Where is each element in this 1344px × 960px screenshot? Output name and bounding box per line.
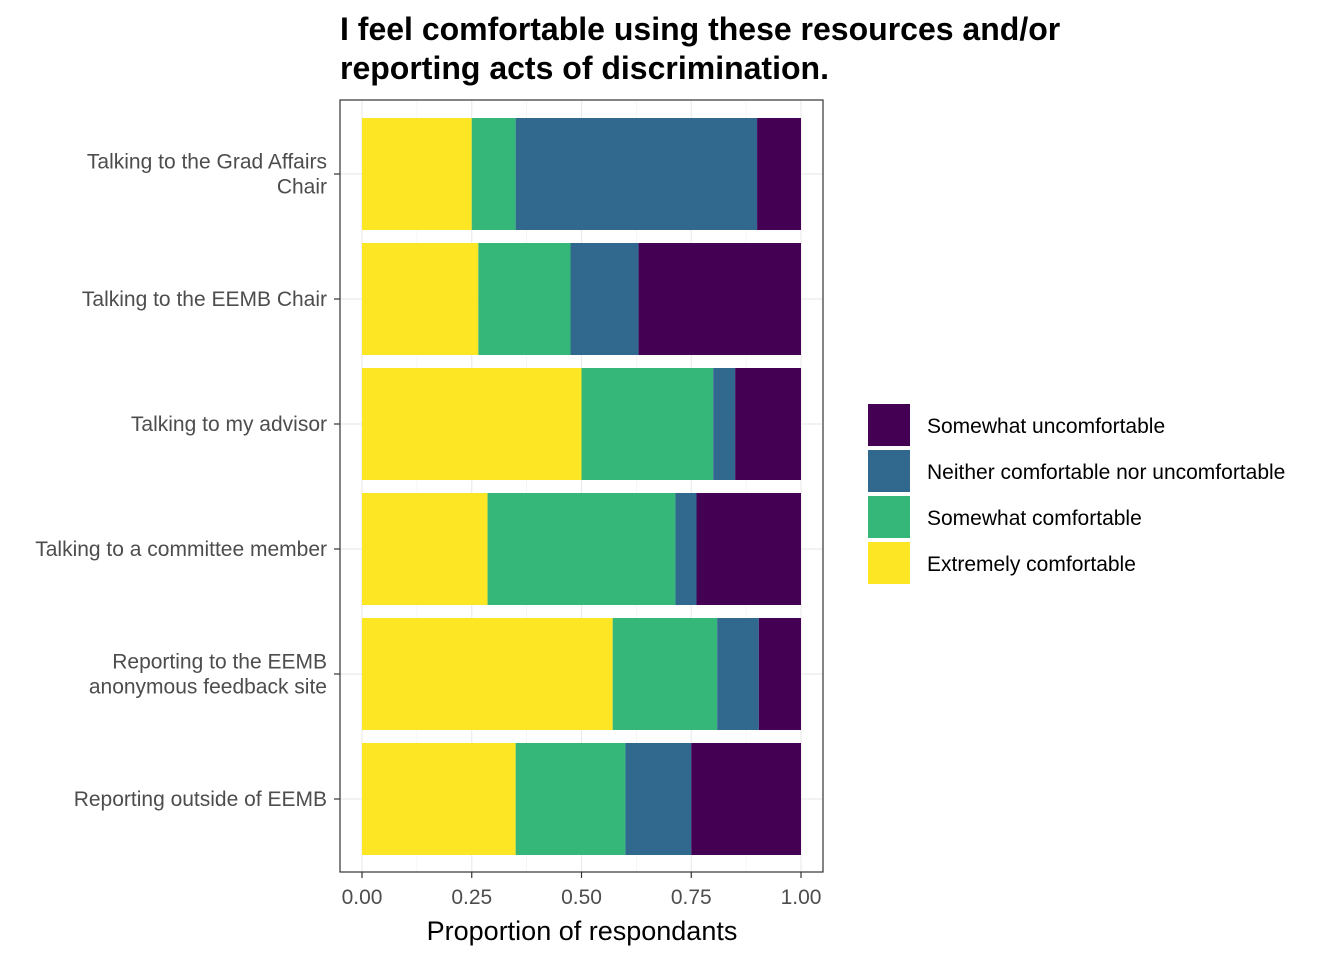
y-tick-label-line: Talking to the Grad Affairs	[87, 151, 327, 174]
bar-segment-somewhat-comfortable	[478, 243, 571, 355]
bars	[362, 118, 801, 855]
y-axis: Talking to the Grad Affairs ChairTalking …	[35, 151, 340, 811]
x-tick-label: 0.25	[451, 886, 492, 909]
bar-segment-somewhat-uncomfortable	[638, 243, 801, 355]
bar-segment-somewhat-uncomfortable	[696, 493, 801, 605]
bar-segment-extremely-comfortable	[362, 743, 516, 855]
bar-segment-somewhat-comfortable	[487, 493, 676, 605]
bar-segment-somewhat-comfortable	[612, 618, 718, 730]
chart-title: I feel comfortable using these resources…	[340, 11, 1069, 86]
x-tick-label: 0.50	[561, 886, 602, 909]
bar-segment-neither-comfortable-nor-uncomfortable	[570, 243, 639, 355]
y-tick-label-line: Chair	[277, 176, 327, 199]
y-tick-label: Talking to the Grad Affairs Chair	[87, 151, 327, 199]
bar-segment-extremely-comfortable	[362, 618, 613, 730]
legend-label-neither-comfortable-nor-uncomfortable: Neither comfortable nor uncomfortable	[927, 461, 1285, 484]
y-tick-label-line: Talking to my advisor	[131, 413, 327, 436]
x-tick-label: 0.00	[342, 886, 383, 909]
y-tick-label-line: Reporting to the EEMB	[112, 651, 327, 674]
x-axis: 0.00 0.25 0.50 0.75 1.00	[342, 872, 822, 909]
y-tick-label-line: Talking to the EEMB Chair	[82, 288, 327, 311]
y-tick-label-line: anonymous feedback site	[89, 676, 327, 699]
chart-title-line-2: reporting acts of discrimination.	[340, 50, 829, 86]
bar-segment-extremely-comfortable	[362, 118, 472, 230]
y-tick-label: Reporting outside of EEMB	[74, 788, 327, 811]
bar-segment-neither-comfortable-nor-uncomfortable	[717, 618, 759, 730]
legend-label-somewhat-uncomfortable: Somewhat uncomfortable	[927, 415, 1165, 438]
bar-segment-neither-comfortable-nor-uncomfortable	[713, 368, 736, 480]
x-tick-label: 0.75	[671, 886, 712, 909]
chart-title-line-1: I feel comfortable using these resources…	[340, 11, 1060, 47]
y-tick-label: Talking to my advisor	[131, 413, 327, 436]
y-tick-label: Talking to a committee member	[35, 538, 327, 561]
x-tick-label: 1.00	[781, 886, 822, 909]
bar-segment-extremely-comfortable	[362, 368, 582, 480]
bar-segment-somewhat-uncomfortable	[691, 743, 801, 855]
legend-key-somewhat-comfortable	[868, 496, 910, 538]
bar-segment-neither-comfortable-nor-uncomfortable	[675, 493, 697, 605]
bar-segment-neither-comfortable-nor-uncomfortable	[625, 743, 692, 855]
y-tick-label: Reporting to the EEMB anonymous feedback …	[89, 651, 327, 699]
bar-segment-extremely-comfortable	[362, 243, 479, 355]
y-tick-label-line: Talking to a committee member	[35, 538, 327, 561]
legend-key-extremely-comfortable	[868, 542, 910, 584]
legend: Somewhat uncomfortable Neither comfortabl…	[868, 404, 1285, 584]
legend-label-somewhat-comfortable: Somewhat comfortable	[927, 507, 1142, 530]
bar-segment-somewhat-comfortable	[581, 368, 714, 480]
legend-key-neither-comfortable-nor-uncomfortable	[868, 450, 910, 492]
y-tick-label-line: Reporting outside of EEMB	[74, 788, 327, 811]
bar-segment-somewhat-comfortable	[471, 118, 516, 230]
x-axis-title: Proportion of respondants	[427, 916, 738, 946]
bar-segment-somewhat-uncomfortable	[757, 118, 801, 230]
y-tick-label: Talking to the EEMB Chair	[82, 288, 327, 311]
bar-segment-neither-comfortable-nor-uncomfortable	[515, 118, 758, 230]
bar-segment-somewhat-uncomfortable	[735, 368, 801, 480]
legend-label-extremely-comfortable: Extremely comfortable	[927, 553, 1136, 576]
bar-segment-extremely-comfortable	[362, 493, 488, 605]
bar-segment-somewhat-uncomfortable	[758, 618, 801, 730]
legend-key-somewhat-uncomfortable	[868, 404, 910, 446]
bar-segment-somewhat-comfortable	[515, 743, 626, 855]
